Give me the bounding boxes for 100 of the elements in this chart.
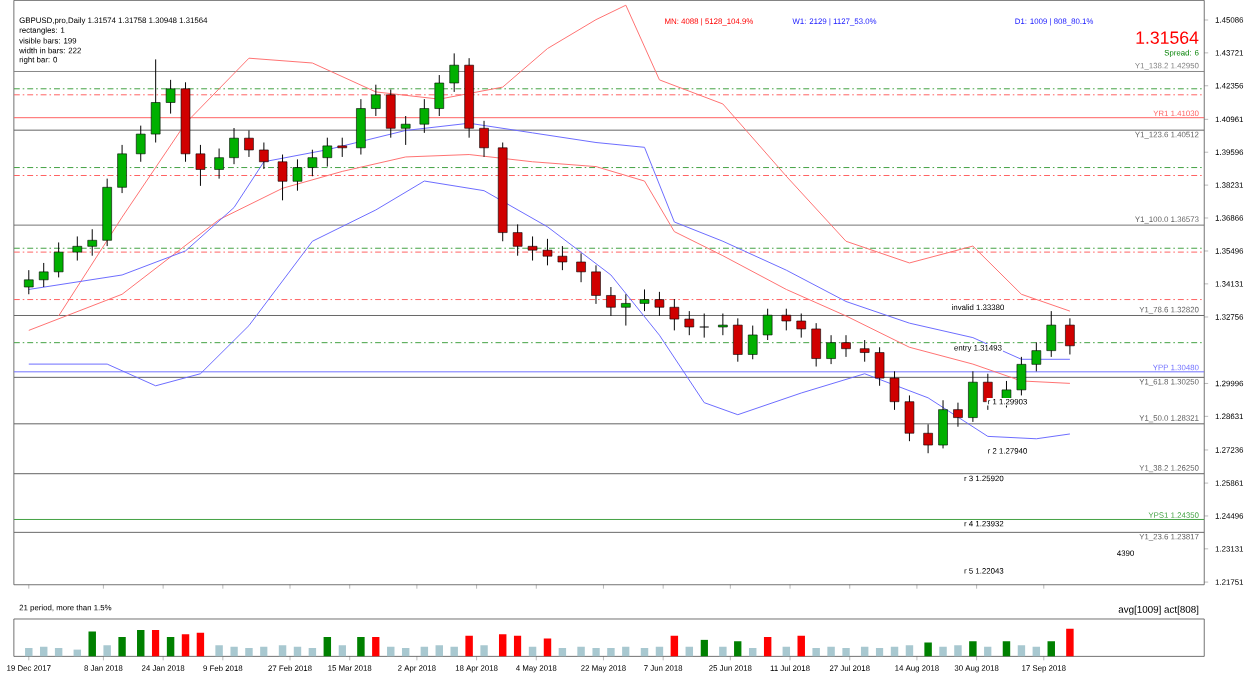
bar [558,647,567,656]
candlestick [654,290,665,316]
candlestick [733,317,743,362]
bar [435,644,443,656]
candlestick [117,143,127,194]
candlestick [87,228,97,256]
candlestick [307,148,318,177]
bar [25,647,33,656]
bar [969,640,977,656]
bar [450,646,458,656]
candlestick [1065,317,1075,355]
candlestick [1016,355,1027,396]
candlestick [434,74,445,117]
candlestick [195,143,206,186]
bar [700,639,708,656]
candlestick [337,136,348,157]
bar [498,633,507,656]
bar [1002,640,1011,656]
bar [592,647,600,656]
bar [323,636,332,656]
bar [1047,640,1055,656]
candlestick [874,346,885,386]
candlestick [165,78,176,114]
candlestick [1031,341,1042,372]
candlestick [606,286,616,316]
bar [670,635,679,656]
bar [924,642,932,656]
candlestick [576,252,586,283]
candlestick [639,288,650,312]
bar [842,647,850,656]
candlestick [292,158,303,191]
candlestick [322,136,333,167]
candlestick [479,119,489,157]
bar [278,644,287,656]
bar [719,646,727,656]
bar [245,647,253,656]
candlestick [938,399,948,449]
bar [54,647,63,656]
bar [401,647,410,656]
candlestick [684,310,695,336]
bar [905,644,914,656]
bar [151,629,160,656]
candlestick [214,147,224,179]
bar [88,631,96,656]
bar [748,647,757,656]
bar [196,632,205,656]
candlestick [150,58,161,143]
candlestick [512,223,523,256]
bar [827,646,835,656]
candlestick [244,129,254,157]
bar [1066,628,1074,656]
bar [137,629,145,656]
candlestick [229,127,239,165]
candlestick [259,141,269,170]
candlestick [841,334,851,357]
bar [181,633,190,656]
bar [797,635,805,656]
bar [465,635,473,656]
candlestick [38,262,49,288]
candlestick [527,235,538,261]
candlestick [859,339,870,362]
candlestick [923,423,933,454]
bar [954,644,962,656]
annotation: 1.31564 [1136,30,1199,44]
bar [543,637,552,656]
bar [939,646,947,656]
bar [372,636,380,656]
candlestick [591,264,601,304]
candlestick [889,370,900,410]
candlestick [811,322,821,367]
candlestick [796,312,807,338]
bar [103,644,111,656]
candlestick [826,334,836,365]
candlestick [400,115,411,145]
candlestick [904,394,915,442]
candlestick [557,245,568,271]
candlestick [135,124,146,162]
candlestick [699,312,709,338]
bar [734,640,742,656]
bar [308,647,317,656]
candlestick [449,52,459,92]
bar [513,635,522,656]
bar [166,636,175,656]
candlestick [762,307,773,341]
candlestick [24,269,34,295]
candlestick [669,298,680,331]
bar [640,647,649,656]
candlestick [419,98,430,133]
bar [607,647,615,656]
candlestick [621,293,631,326]
candlestick [385,88,396,138]
candlestick [968,370,978,422]
candlestick [72,235,83,261]
bar [875,647,884,656]
bar [215,644,223,656]
candlestick [542,237,553,266]
candlestick [1046,310,1057,357]
bar [763,636,772,656]
bar [1017,644,1026,656]
candlestick [277,153,288,201]
